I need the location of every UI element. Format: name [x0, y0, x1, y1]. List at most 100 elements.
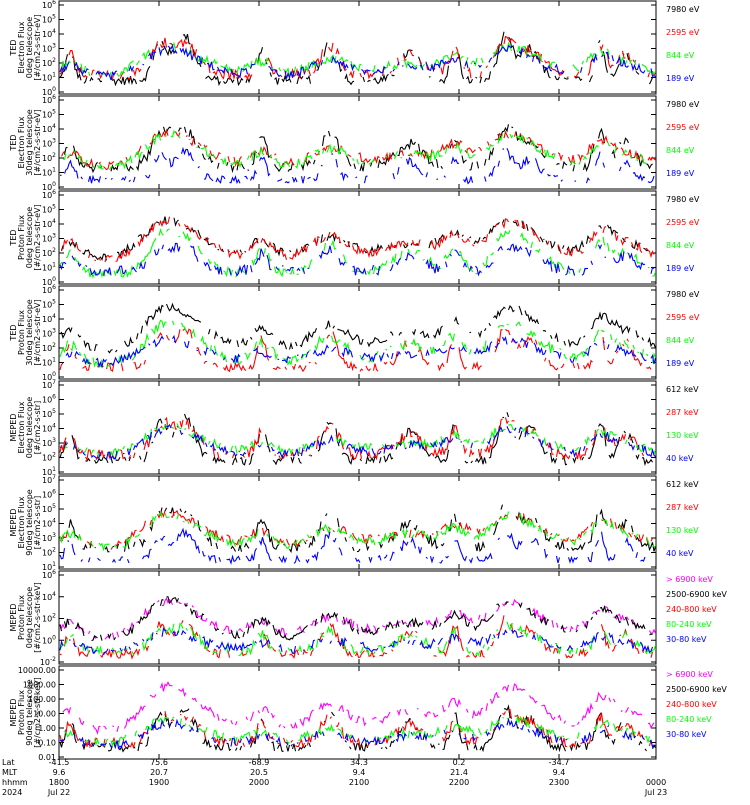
y-tick-label: 107: [42, 474, 56, 485]
y-tick-label: 102: [42, 452, 56, 463]
time-axis-value: Jul 22: [47, 788, 70, 797]
time-axis-value: 9.4: [353, 768, 366, 777]
legend-entry: 2500-6900 keV: [666, 685, 727, 694]
y-tick-label: 104: [42, 518, 56, 529]
y-axis-label: TEDProton Flux0deg telescope[#/cm2-s-str…: [9, 204, 42, 270]
legend-entry: 130 keV: [666, 526, 699, 535]
y-tick-label: 101: [42, 262, 56, 273]
y-tick-label: 100: [42, 181, 56, 192]
y-axis-label: MEPEDProton Flux0deg telescope[#/cm2-s-s…: [9, 582, 42, 653]
time-axis-value: 9.4: [553, 768, 566, 777]
y-axis-label: MEPEDElectron Flux90deg telescope[#/cm2-…: [9, 489, 42, 556]
legend-entry: 2500-6900 keV: [666, 590, 727, 599]
y-axis-label: TEDProton Flux30deg telescope[#/cm2-s-st…: [9, 299, 42, 366]
series-trace: [59, 717, 656, 750]
series-trace: [59, 227, 657, 279]
legend-entry: 40 keV: [666, 549, 694, 558]
y-tick-label: 106: [42, 569, 56, 580]
y-tick-label: 104: [42, 423, 56, 434]
series-trace: [59, 242, 655, 277]
y-tick-label: 105: [42, 14, 56, 25]
legend-entry: 844 eV: [666, 51, 695, 60]
series-trace: [59, 627, 654, 656]
series-trace: [65, 124, 656, 171]
y-tick-label: 105: [42, 503, 56, 514]
time-axis-value: 1900: [149, 778, 169, 787]
y-axis-label: MEPEDElectron Flux0deg telescope[#/cm2-s…: [9, 397, 42, 458]
y-tick-label: 10000.00: [18, 666, 56, 675]
time-axis-row-label: hhmm: [2, 778, 28, 787]
time-axis-value: -41.5: [49, 758, 70, 767]
legend-entry: 287 keV: [666, 408, 699, 417]
y-tick-label: 0.10: [38, 739, 56, 748]
time-axis-value: 21.4: [450, 768, 468, 777]
series-trace: [60, 32, 656, 85]
y-tick-label: 104: [42, 28, 56, 39]
y-tick-label: 106: [42, 394, 56, 405]
legend-entry: 2595 eV: [666, 218, 700, 227]
y-tick-label: 106: [42, 189, 56, 200]
y-tick-label: 103: [42, 328, 56, 339]
time-axis-value: 1800: [49, 778, 69, 787]
legend-entry: 189 eV: [666, 169, 695, 178]
y-tick-label: 106: [42, 284, 56, 295]
legend-entry: > 6900 keV: [666, 575, 713, 584]
y-axis-label: TEDElectron Flux30deg telescope[#/cm2-s-…: [9, 109, 42, 176]
time-axis-value: 0000: [646, 778, 666, 787]
time-axis-value: 0.2: [453, 758, 466, 767]
time-axis-value: -68.9: [249, 758, 270, 767]
legend-entry: 7980 eV: [666, 290, 700, 299]
y-tick-label: 104: [42, 313, 56, 324]
series-trace: [61, 504, 657, 554]
series-trace: [60, 510, 656, 549]
y-tick-label: 106: [42, 489, 56, 500]
series-trace: [59, 423, 656, 461]
time-axis-value: 20.5: [250, 768, 268, 777]
legend-entry: 80-240 keV: [666, 620, 712, 629]
legend-entry: 189 eV: [666, 264, 695, 273]
legend-entry: 612 keV: [666, 385, 699, 394]
legend-entry: 844 eV: [666, 241, 695, 250]
time-axis-value: Jul 23: [644, 788, 667, 797]
series-trace: [59, 596, 653, 642]
legend-entry: 30-80 keV: [666, 730, 707, 739]
time-axis-row-label: Lat: [2, 758, 15, 767]
y-tick-label: 101: [42, 72, 56, 83]
y-tick-label: 103: [42, 437, 56, 448]
legend-entry: 612 keV: [666, 480, 699, 489]
legend-entry: 2595 eV: [666, 313, 700, 322]
legend-entry: 130 keV: [666, 431, 699, 440]
y-tick-label: 104: [42, 218, 56, 229]
legend-entry: 30-80 keV: [666, 635, 707, 644]
y-tick-label: 106: [42, 0, 56, 10]
time-axis-value: 20.7: [150, 768, 168, 777]
time-axis-value: 2100: [349, 778, 369, 787]
y-tick-label: 103: [42, 532, 56, 543]
y-tick-label: 101: [42, 466, 56, 477]
legend-entry: 844 eV: [666, 336, 695, 345]
legend-entry: 287 keV: [666, 503, 699, 512]
y-tick-label: 10-2: [40, 656, 56, 667]
panel-frame: [58, 475, 657, 570]
y-tick-label: 102: [42, 547, 56, 558]
series-trace: [60, 529, 656, 563]
y-tick-label: 0.01: [38, 753, 56, 762]
y-tick-label: 103: [42, 138, 56, 149]
time-axis-value: 2300: [549, 778, 569, 787]
y-axis-label: MEPEDProton Flux90deg telescope[#/cm2-s-…: [9, 677, 42, 748]
y-tick-label: 105: [42, 204, 56, 215]
time-axis-value: 2000: [249, 778, 269, 787]
y-tick-label: 107: [42, 379, 56, 390]
series-trace: [65, 334, 657, 369]
y-tick-label: 102: [42, 613, 56, 624]
legend-entry: 2595 eV: [666, 123, 700, 132]
y-tick-label: 100: [42, 276, 56, 287]
legend-entry: 189 eV: [666, 359, 695, 368]
time-axis-row-label: 2024: [2, 788, 22, 797]
time-axis-row-label: MLT: [2, 768, 17, 777]
legend-entry: 80-240 keV: [666, 715, 712, 724]
series-trace: [59, 511, 656, 552]
panel-frame: [58, 95, 657, 190]
legend-entry: 240-800 keV: [666, 605, 717, 614]
